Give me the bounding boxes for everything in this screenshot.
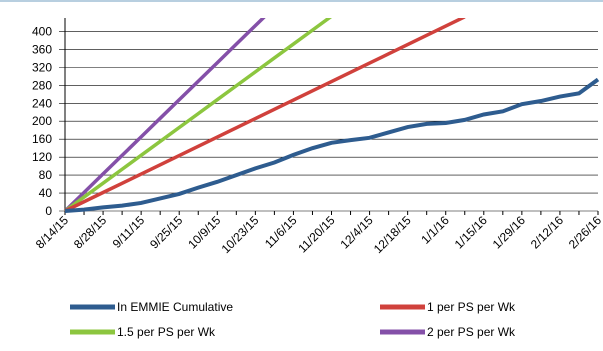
y-tick-label: 360 [32, 42, 52, 56]
legend-label: 2 per PS per Wk [427, 325, 516, 339]
series-line [64, 77, 600, 213]
x-tick-label: 11/20/15 [295, 213, 338, 256]
x-tick-label: 8/28/15 [71, 213, 109, 251]
x-tick-label: 1/15/16 [452, 213, 490, 251]
y-tick-label: 320 [32, 60, 52, 74]
plot-lines [63, 18, 600, 213]
legend-label: 1 per PS per Wk [427, 300, 516, 314]
x-tick-label: 8/14/15 [33, 213, 71, 251]
x-tick-label: 11/6/15 [262, 213, 300, 251]
x-tick-label: 2/26/16 [566, 213, 603, 251]
x-tick-label: 10/23/15 [219, 213, 262, 256]
y-tick-label: 120 [32, 150, 52, 164]
x-tick-label: 9/11/15 [110, 213, 148, 251]
y-tick-label: 240 [32, 96, 52, 110]
y-tick-label: 40 [39, 186, 53, 200]
x-tick-label: 2/12/16 [528, 213, 566, 251]
x-tick-label: 12/18/15 [371, 213, 414, 256]
legend-label: 1.5 per PS per Wk [117, 325, 216, 339]
y-tick-label: 200 [32, 114, 52, 128]
y-tick-label: 160 [32, 132, 52, 146]
y-tick-label: 0 [45, 204, 52, 218]
y-tick-label: 80 [39, 168, 53, 182]
series-line [64, 18, 466, 213]
x-tick-label: 1/1/16 [418, 213, 452, 247]
legend-label: In EMMIE Cumulative [117, 300, 233, 314]
x-tick-label: 9/25/15 [147, 213, 185, 251]
x-tick-label: 1/29/16 [490, 213, 528, 251]
y-tick-label: 280 [32, 78, 52, 92]
series-line [63, 18, 333, 213]
series-line [63, 18, 266, 213]
y-tick-label: 400 [32, 24, 52, 38]
